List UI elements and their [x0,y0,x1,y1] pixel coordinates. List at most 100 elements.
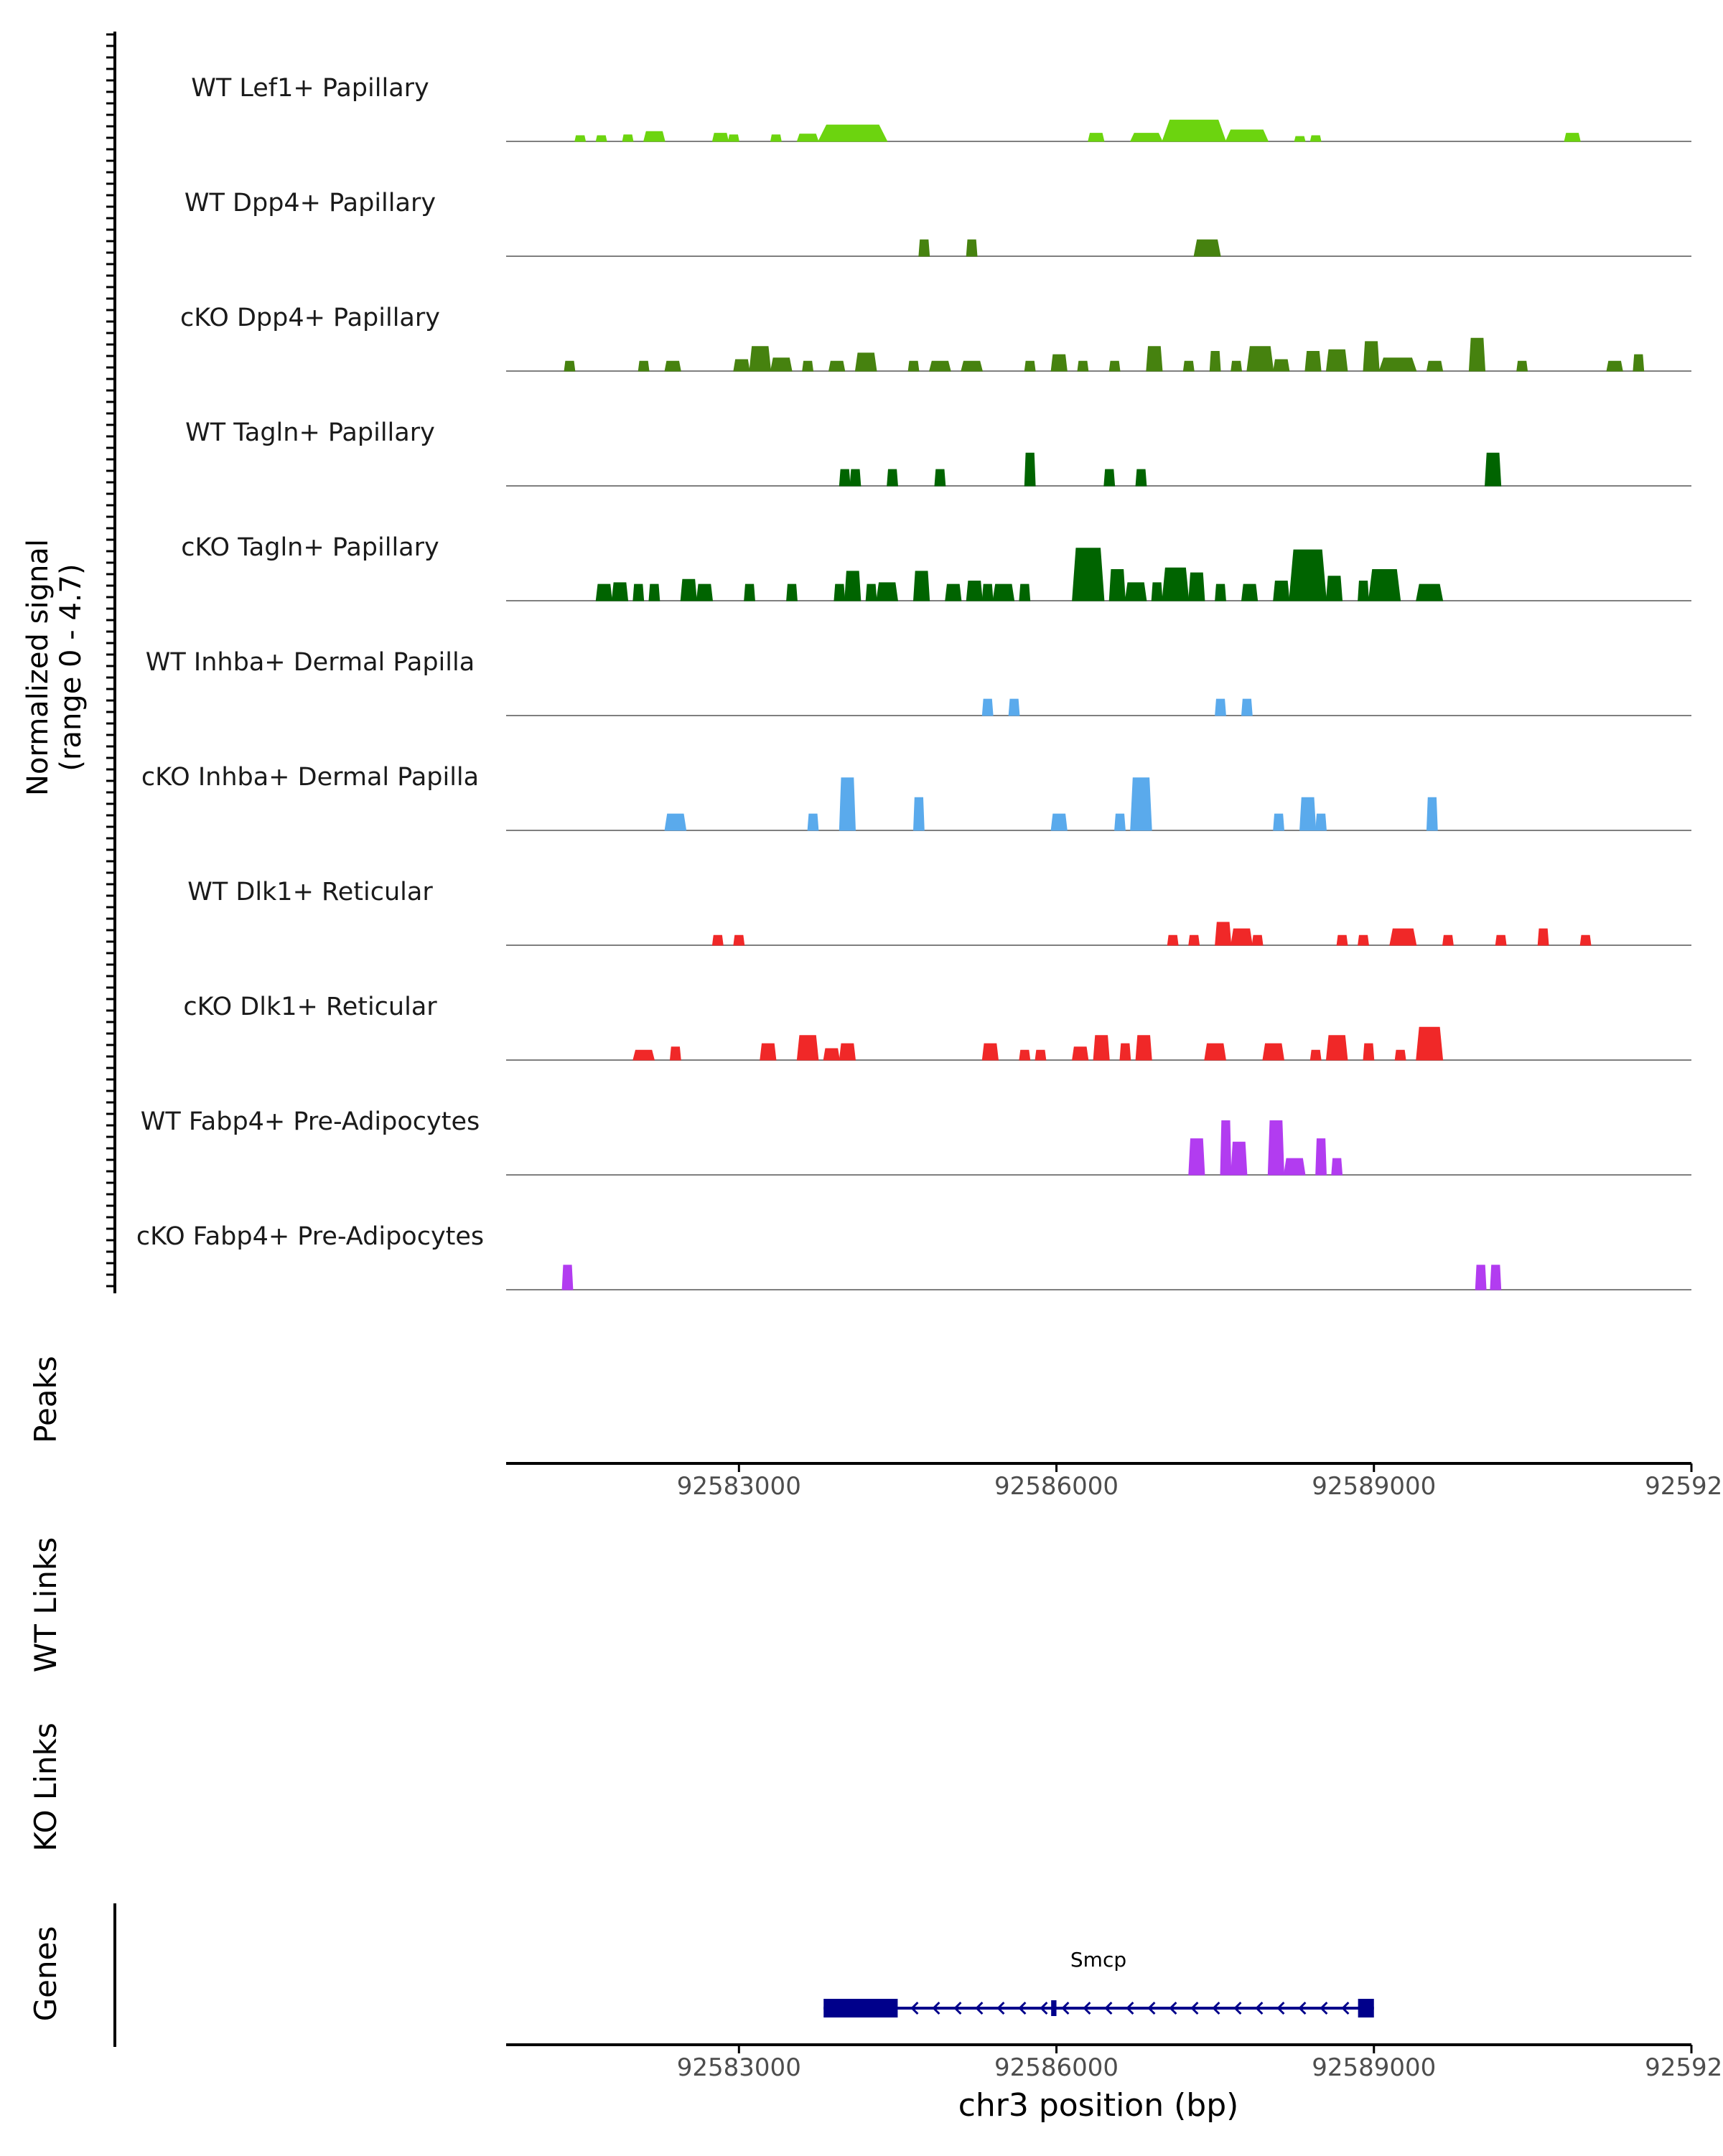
coverage-peak [1475,1265,1487,1290]
coverage-peak [913,797,925,831]
coverage-peak [1151,582,1163,601]
track-1: WT Dpp4+ Papillary [185,189,1691,257]
coverage-peak [1579,934,1592,946]
coverage-peak [918,239,930,257]
coverage-peak [1220,1120,1232,1176]
gene-track [823,1999,1374,2017]
strand-arrow [1212,2001,1220,2015]
coverage-peak [854,352,877,372]
coverage-peak [1024,452,1036,487]
coverage-peak [564,360,576,372]
strand-arrow [1018,2001,1027,2015]
coverage-peak [1363,1043,1375,1061]
strand-arrow [975,2001,984,2015]
track-10: cKO Fabp4+ Pre-Adipocytes [136,1222,1691,1290]
coverage-peak [839,777,856,831]
coverage-peak [1072,1046,1089,1061]
coverage-y-ticks [106,33,115,1288]
coverage-peak [1146,346,1163,372]
track-3: WT Tagln+ Papillary [185,418,1691,487]
coverage-peak [1325,576,1343,601]
coverage-peak [770,134,782,142]
coverage-peak [595,583,612,601]
x-tick-label: 92586000 [994,2053,1119,2082]
coverage-peak [664,813,687,831]
x-tick-label: 92589000 [1312,2053,1436,2082]
coverage-peak [945,583,962,601]
x-tick-label: 92586000 [994,1472,1119,1501]
coverage-peak [727,134,739,142]
x-axis-title: chr3 position (bp) [958,2087,1239,2124]
strand-arrow [1341,2001,1350,2015]
coverage-peak [1485,452,1502,487]
coverage-peak [1468,337,1486,372]
coverage-peak [1442,934,1454,946]
track-label: WT Tagln+ Papillary [185,418,435,447]
strand-arrow [1276,2001,1285,2015]
coverage-peak [1072,548,1105,601]
coverage-peak [912,571,930,601]
coverage-peak [834,583,846,601]
coverage-peak [1135,1035,1152,1061]
coverage-peak [1606,360,1623,372]
coverage-peak [796,1035,819,1061]
coverage-peak [611,582,629,601]
coverage-peak [1209,351,1221,372]
coverage-peak [711,934,724,946]
top-x-axis: 92583000 92586000 92589000 925920 [677,1463,1723,1501]
coverage-peak [1124,582,1147,601]
track-9: WT Fabp4+ Pre-Adipocytes [141,1107,1691,1176]
track-5: WT Inhba+ Dermal Papilla [146,648,1691,716]
coverage-peak [595,135,607,142]
coverage-peak [680,578,697,601]
coverage-peak [669,1046,681,1061]
track-label: WT Lef1+ Papillary [191,74,429,103]
strand-arrow [1298,2001,1307,2015]
strand-arrow [1104,2001,1113,2015]
strand-arrow [1147,2001,1156,2015]
coverage-peak [1193,239,1221,257]
coverage-peak [1008,698,1020,716]
track-label: cKO Fabp4+ Pre-Adipocytes [136,1222,484,1251]
coverage-peak [1273,359,1290,372]
coverage-peak [574,135,587,142]
coverage-peak [966,239,978,257]
coverage-peak [1633,354,1645,372]
coverage-peak [1182,360,1195,372]
coverage-peak [1309,135,1322,142]
coverage-peak [760,1043,777,1061]
coverage-peak [1167,934,1179,946]
coverage-peak [1088,133,1105,142]
coverage-peak [1516,360,1528,372]
coverage-peak [1564,133,1581,142]
coverage-peak [828,360,846,372]
coverage-peak [733,359,750,372]
coverage-peak [934,469,946,487]
coverage-peak [992,583,1015,601]
coverage-peak [744,583,755,601]
coverage-peak [733,934,745,946]
coverage-peak [1325,1035,1348,1061]
coverage-peak [1162,567,1190,601]
coverage-peak [818,124,888,142]
coverage-peak [1114,813,1126,831]
coverage-peak [632,1049,655,1061]
coverage-peak [648,583,660,601]
coverage-peak [1188,1138,1205,1176]
coverage-peak [643,131,666,142]
x-tick-label: 925920 [1645,2053,1723,2082]
gene-label: Smcp [1070,1948,1126,1972]
coverage-peak [1331,1158,1343,1176]
gene-exon [823,1999,898,2017]
strand-arrow [1169,2001,1177,2015]
coverage-peak [1309,1049,1322,1061]
peaks-panel-label: Peaks [28,1356,63,1443]
coverage-ylabel-line2: (range 0 - 4.7) [55,563,88,771]
coverage-peak [1416,1026,1444,1061]
coverage-peak [961,360,983,372]
strand-arrow [1233,2001,1242,2015]
coverage-peak [981,698,994,716]
wt-links-label: WT Links [28,1537,63,1672]
coverage-peak [770,357,793,372]
coverage-peak [876,582,898,601]
